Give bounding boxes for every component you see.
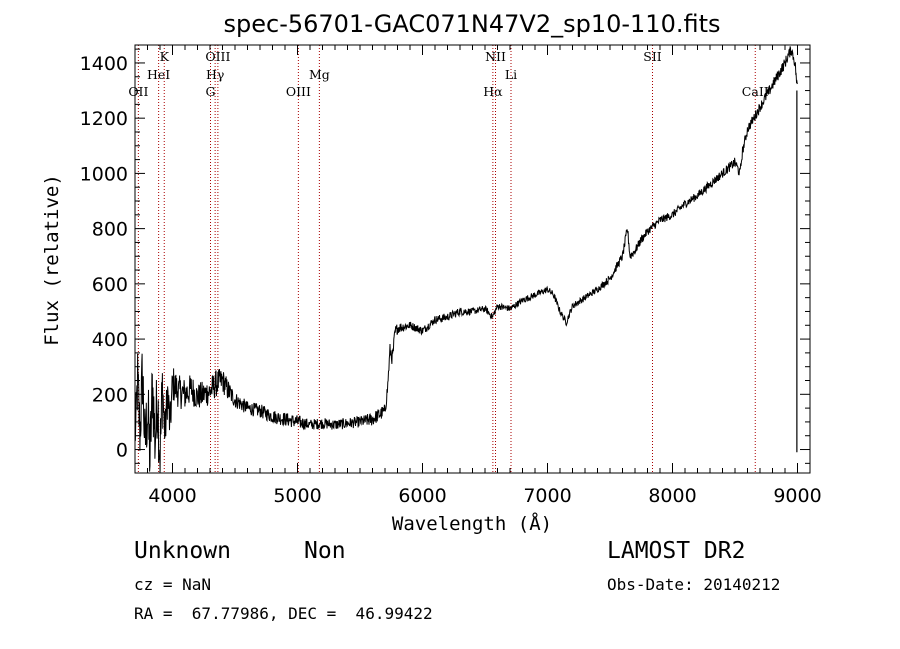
y-tick-label-800: 800 [92, 219, 128, 241]
obs-date-label: Obs-Date: 20140212 [607, 575, 781, 594]
class-label: Unknown [134, 538, 231, 564]
y-tick-label-400: 400 [92, 329, 128, 351]
line-marker-label-3: G [206, 84, 216, 99]
survey-label: LAMOST DR2 [607, 538, 746, 564]
spectrum-line [134, 46, 798, 472]
line-marker-label-11: SII [643, 49, 662, 64]
line-marker-label-6: OIII [286, 84, 311, 99]
y-axis-label: Flux (relative) [41, 174, 63, 346]
line-marker-label-1: HeI [147, 67, 170, 82]
line-marker-label-0: OII [128, 84, 148, 99]
plot-frame [134, 44, 811, 474]
y-tick-label-1200: 1200 [80, 108, 128, 130]
line-marker-label-4: Hγ [206, 67, 224, 82]
line-marker-label-9: NII [485, 49, 506, 64]
x-tick-label-7000: 7000 [523, 485, 571, 507]
x-tick-label-4000: 4000 [148, 485, 196, 507]
line-marker-label-10: Li [505, 67, 517, 82]
spectral-line-markers: OII HeI K G Hγ OIII OIII Mg Hα NII Li SII CaII [128, 45, 769, 473]
x-tick-label-9000: 9000 [773, 485, 821, 507]
x-axis-label: Wavelength (Å) [392, 512, 552, 535]
subclass-label: Non [304, 538, 346, 564]
coordinates-label: RA = 67.77986, DEC = 46.99422 [134, 604, 433, 623]
spectrum-series [134, 46, 798, 472]
x-tick-label-5000: 5000 [273, 485, 321, 507]
y-tick-label-1400: 1400 [80, 53, 128, 75]
x-tick-label-6000: 6000 [398, 485, 446, 507]
line-marker-label-8: Hα [483, 84, 503, 99]
line-marker-label-5: OIII [205, 49, 230, 64]
x-tick-label-8000: 8000 [648, 485, 696, 507]
plot-axes: 4000 5000 6000 7000 8000 9000 0 200 400 600 800 100… [80, 44, 822, 507]
y-tick-label-1000: 1000 [80, 163, 128, 185]
line-marker-label-7: Mg [309, 67, 330, 82]
redshift-label: cz = NaN [134, 575, 212, 594]
line-marker-label-12: CaII [742, 84, 769, 99]
y-tick-label-600: 600 [92, 274, 128, 296]
y-tick-label-200: 200 [92, 384, 128, 406]
chart-title: spec-56701-GAC071N47V2_sp10-110.fits [224, 10, 721, 38]
y-tick-label-0: 0 [116, 440, 128, 462]
line-marker-label-2: K [160, 49, 170, 64]
